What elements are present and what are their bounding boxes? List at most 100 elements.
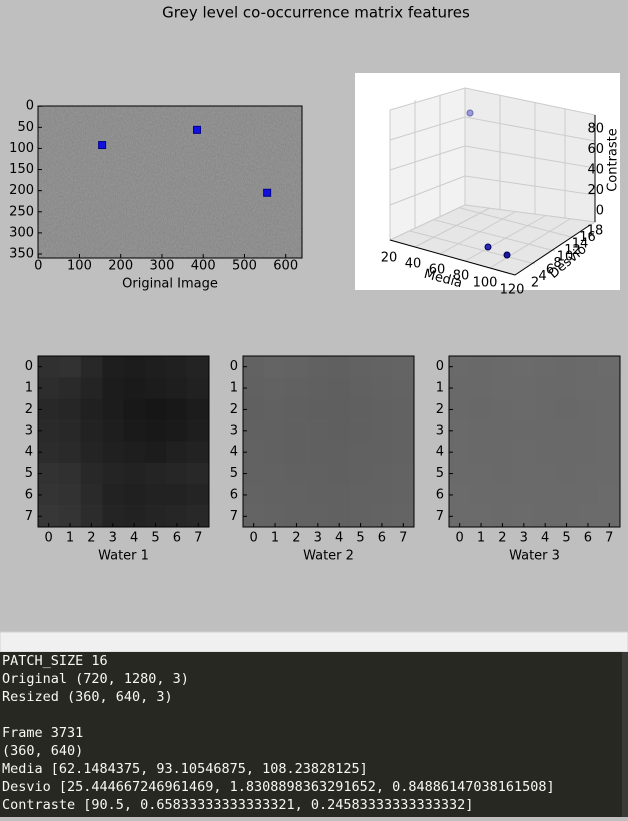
patch-pixel [392,505,415,528]
patch-pixel [577,462,599,485]
x-tick-label: 400 [191,259,216,274]
x-tick-label: 4 [541,531,549,546]
patch-pixel [166,356,188,378]
y-tick-label: 1 [25,381,33,396]
patch-pixel [371,420,393,442]
patch-pixel [470,356,493,378]
patch-pixel [598,505,621,528]
y-tick-label: 7 [230,509,238,524]
patch-pixel [371,356,393,378]
patch-pixel [349,398,372,421]
patch-pixel [513,377,535,400]
patch-pixel [38,441,60,464]
y-tick-label: 3 [436,423,444,438]
patch-pixel [577,420,599,442]
z3d-tick-label: 20 [587,183,604,198]
patch-pixel [243,505,265,528]
patch-pixel [285,462,308,485]
patch-pixel [187,377,210,400]
marker [193,125,202,134]
scrollbar[interactable] [622,652,628,817]
patch-pixel [59,505,82,528]
y-tick-label: 6 [436,487,444,502]
patch-pixel [449,377,471,400]
patch-pixel [59,377,82,400]
patch-pixel [187,441,210,464]
patch-pixel [328,441,351,464]
patch-pixel [264,356,287,378]
patch-pixel [264,484,287,506]
x-tick-label: 0 [45,531,53,546]
x-tick-label: 7 [194,531,202,546]
x-tick-label: 200 [108,259,133,274]
patch-pixel [123,420,146,442]
patch-pixel [328,484,351,506]
image-frame [37,105,303,259]
patch-frame [448,355,621,528]
patch-pixel [392,356,415,378]
y-tick-label: 4 [230,445,238,460]
patch-pixel [491,505,514,528]
x-tick-label: 2 [292,531,300,546]
patch-pixel [59,484,82,506]
patch-pixel [392,398,415,421]
y-tick-label: 0 [436,359,444,374]
patch-pixel [371,441,393,464]
patch-pixel [349,441,372,464]
patch-pixel [598,377,621,400]
patch-pixel [166,441,188,464]
y-tick-label: 2 [25,402,33,417]
patch-pixel [144,441,167,464]
patch-pixel [555,505,578,528]
patch-pixel [166,420,188,442]
patch-pixel [555,441,578,464]
patch-pixel [285,484,308,506]
patch-pixel [577,505,599,528]
patch-pixel [38,505,60,528]
y-tick-label: 0 [25,359,33,374]
terminal-line: PATCH_SIZE 16 [2,653,108,669]
patch-pixel [598,398,621,421]
y-tick-label: 3 [230,423,238,438]
point [503,251,511,259]
patch-pixel [243,441,265,464]
patch-pixel [123,441,146,464]
patch-pixel [187,398,210,421]
y3d-tick-label: 6 [546,263,554,278]
patch-pixel [59,398,82,421]
patch-pixel [371,462,393,485]
patch-pixel [491,398,514,421]
patch-pixel [534,484,557,506]
patch-pixel [285,377,308,400]
patch-pixel [349,505,372,528]
terminal-line: Contraste [90.5, 0.65833333333333321, 0.… [2,797,473,813]
image-texture [38,106,302,258]
patch-pixel [449,356,471,378]
grid [414,207,491,248]
patch-pixel [38,420,60,442]
grid [389,116,466,141]
patch-pixel [243,398,265,421]
patch-pixel [264,462,287,485]
patch-pixel [166,462,188,485]
patch-pixel [555,398,578,421]
patch-pixel [491,420,514,442]
patch-pixel [328,505,351,528]
point [484,243,492,251]
plot3d-axes [389,115,596,276]
y-tick-label: 6 [25,487,33,502]
y-tick-label: 6 [230,487,238,502]
y-tick-label: 7 [436,509,444,524]
y3d-tick-label: 8 [553,256,561,271]
patch-pixel [449,484,471,506]
x-tick-label: 7 [605,531,613,546]
patch-pixel [102,441,124,464]
y-tick-label: 350 [9,246,34,261]
patch-pixel [285,356,308,378]
patch-label: Water 1 [98,549,149,564]
z3d-tick-label: 40 [587,163,604,178]
patch-pixel [243,462,265,485]
patch-pixel [102,377,124,400]
x-tick-label: 500 [232,259,257,274]
